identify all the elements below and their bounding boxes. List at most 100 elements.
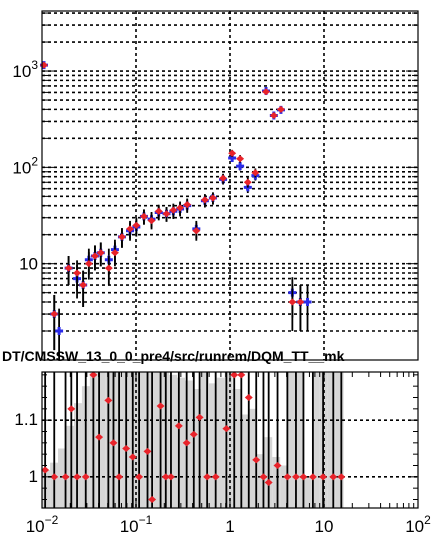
band-bin <box>97 372 106 508</box>
file-path-label: DT/CMSSW_13_0_0_pre4/src/runrem/DQM_TT__… <box>2 348 345 364</box>
data-point <box>79 281 88 289</box>
band-bin <box>137 372 146 508</box>
band-bin <box>216 377 225 508</box>
data-point <box>50 473 59 481</box>
data-point <box>244 394 253 401</box>
data-point <box>67 405 76 413</box>
data-point <box>84 260 93 268</box>
band-bin <box>113 372 122 508</box>
band-bin <box>153 372 162 508</box>
series-target <box>39 61 305 351</box>
data-point <box>230 371 239 379</box>
data-point <box>299 473 308 481</box>
data-point <box>182 439 191 447</box>
ratio-y-label: 1.1 <box>14 410 38 429</box>
data-point <box>64 264 73 272</box>
data-point <box>176 204 185 212</box>
data-point <box>288 298 297 306</box>
data-point <box>208 194 217 202</box>
band-bin <box>232 389 241 508</box>
ratio-series <box>41 371 346 508</box>
y-tick-label: 10 <box>19 255 38 274</box>
data-point <box>264 479 273 486</box>
uncertainty-band <box>42 372 344 508</box>
ratio-frame <box>41 371 419 509</box>
data-point <box>143 447 152 455</box>
data-point <box>189 430 198 438</box>
data-point <box>122 445 131 452</box>
data-point <box>139 212 148 220</box>
data-point <box>262 88 271 96</box>
data-point <box>73 269 82 277</box>
x-tick-label: 10−1 <box>120 513 153 536</box>
data-point <box>115 473 124 481</box>
main-spectrum-panel: 10 102 103 <box>12 10 419 361</box>
data-point <box>156 402 165 410</box>
data-point <box>126 225 135 233</box>
data-point <box>110 249 119 257</box>
data-point <box>154 207 163 215</box>
data-point <box>183 201 192 209</box>
data-point <box>50 310 59 318</box>
band-bin <box>192 389 201 508</box>
data-point <box>337 473 346 481</box>
data-point <box>195 413 204 421</box>
data-point <box>296 298 305 306</box>
data-point <box>243 178 252 186</box>
data-point <box>148 496 157 503</box>
data-point <box>109 439 118 447</box>
data-point <box>269 112 278 120</box>
data-point <box>237 371 246 379</box>
data-point <box>228 149 237 157</box>
data-point <box>219 174 228 182</box>
band-bin <box>327 372 336 508</box>
data-point <box>73 473 82 481</box>
data-point <box>147 217 156 225</box>
data-point <box>90 252 99 260</box>
data-point <box>96 249 105 257</box>
data-point <box>174 422 183 430</box>
x-tick-label: 1 <box>225 517 234 536</box>
data-point <box>276 105 285 113</box>
data-point <box>329 473 338 481</box>
band-bin <box>335 372 344 508</box>
band-bin <box>280 465 289 508</box>
data-point <box>259 473 268 481</box>
data-point <box>291 473 300 481</box>
band-bin <box>208 383 217 508</box>
data-point <box>135 473 144 481</box>
band-bin <box>65 425 75 508</box>
data-point <box>283 473 292 481</box>
band-bin <box>177 377 185 508</box>
band-bin <box>58 448 66 508</box>
data-point <box>104 264 113 272</box>
data-point <box>41 466 50 474</box>
band-bin <box>272 457 281 508</box>
band-bin <box>311 372 320 508</box>
data-point <box>95 433 104 441</box>
data-point <box>117 233 126 241</box>
x-tick-label: 10 <box>315 517 334 536</box>
data-point <box>200 196 209 204</box>
data-point <box>166 473 175 481</box>
band-bin <box>288 372 297 508</box>
band-bin <box>200 372 209 508</box>
x-tick-label: 10−2 <box>26 513 59 536</box>
data-point <box>211 473 220 481</box>
band-bin <box>42 470 51 508</box>
band-bin <box>296 372 304 508</box>
ratio-y-label: 1 <box>29 467 38 486</box>
x-tick-label: 102 <box>405 513 431 536</box>
data-point <box>162 210 171 218</box>
band-bin <box>105 372 114 508</box>
ratio-grid <box>42 372 418 508</box>
data-point <box>236 162 245 171</box>
data-point <box>252 456 261 464</box>
data-point <box>319 473 328 481</box>
data-point <box>55 327 64 336</box>
data-point <box>192 227 201 235</box>
y-ticks <box>42 12 418 332</box>
band-bin <box>169 374 178 508</box>
ratio-ticks <box>41 372 418 508</box>
